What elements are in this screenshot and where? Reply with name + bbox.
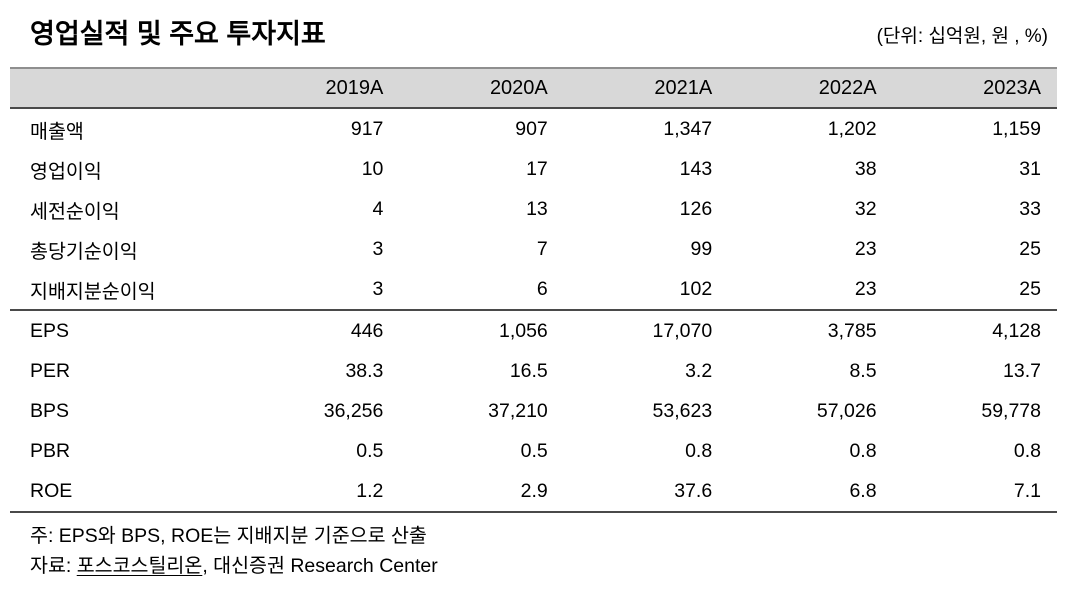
cell-value: 7 <box>536 237 548 260</box>
column-header-2022A: 2022A <box>728 67 893 109</box>
row-label: PBR <box>30 439 71 462</box>
cell-value: 0.8 <box>849 439 877 462</box>
source-suffix: , 대신증권 Research Center <box>202 555 438 577</box>
column-header-2023A: 2023A <box>892 67 1057 109</box>
table-row-매출액: 매출액 917 907 1,347 1,202 1,159 <box>10 108 1057 149</box>
table-row-ROE: ROE 1.2 2.9 37.6 6.8 7.1 <box>10 471 1057 512</box>
table-row-BPS: BPS 36,256 37,210 53,623 57,026 59,778 <box>10 391 1057 431</box>
cell-value: 1,202 <box>827 117 877 140</box>
cell-value: 38.3 <box>345 359 384 382</box>
footnotes: 주: EPS와 BPS, ROE는 지배지분 기준으로 산출 자료: 포스코스틸… <box>30 521 1069 581</box>
cell-value: 36,256 <box>323 399 384 422</box>
cell-value: 143 <box>679 157 713 180</box>
cell-value: 0.8 <box>1013 439 1041 462</box>
row-label: 세전순이익 <box>30 200 120 223</box>
cell-value: 31 <box>1019 157 1041 180</box>
cell-value: 3,785 <box>728 309 893 351</box>
source-prefix: 자료: <box>30 555 77 577</box>
table-row-세전순이익: 세전순이익 4 13 126 32 33 <box>10 189 1057 229</box>
cell-value: 6 <box>536 277 548 300</box>
row-label: PER <box>30 359 71 382</box>
cell-value: 917 <box>350 117 384 140</box>
table-row-총당기순이익: 총당기순이익 3 7 99 23 25 <box>10 229 1057 269</box>
cell-value: 2.9 <box>520 479 548 502</box>
cell-value: 446 <box>235 309 400 351</box>
cell-value: 0.8 <box>685 439 713 462</box>
cell-value: 17 <box>526 157 548 180</box>
column-header-2020A: 2020A <box>399 67 564 109</box>
cell-value: 3.2 <box>685 359 713 382</box>
cell-value: 10 <box>361 157 384 180</box>
row-label: 영업이익 <box>30 160 102 183</box>
source-company: 포스코스틸리온 <box>76 555 203 577</box>
table-row-영업이익: 영업이익 10 17 143 38 31 <box>10 149 1057 189</box>
cell-value: 0.5 <box>520 439 548 462</box>
column-header-2021A: 2021A <box>563 67 729 109</box>
footnote-note: 주: EPS와 BPS, ROE는 지배지분 기준으로 산출 <box>30 525 427 547</box>
cell-value: 57,026 <box>816 399 877 422</box>
cell-value: 53,623 <box>652 399 713 422</box>
page-title: 영업실적 및 주요 투자지표 <box>30 19 326 49</box>
cell-value: 32 <box>854 197 877 220</box>
row-label: 매출액 <box>30 120 84 143</box>
cell-value: 8.5 <box>849 359 877 382</box>
cell-value: 13.7 <box>1003 359 1041 382</box>
cell-value: 1.2 <box>356 479 384 502</box>
row-label: 지배지분순이익 <box>30 280 156 303</box>
cell-value: 38 <box>854 157 877 180</box>
cell-value: 13 <box>526 197 548 220</box>
cell-value: 37,210 <box>488 399 548 422</box>
financial-table: 2019A 2020A 2021A 2022A 2023A 매출액 917 907 1,347… <box>10 67 1057 513</box>
cell-value: 4 <box>372 197 384 220</box>
footnote-source: 자료: 포스코스틸리온, 대신증권 Research Center <box>30 551 1069 581</box>
table-header: 2019A 2020A 2021A 2022A 2023A <box>10 67 1057 109</box>
table-row-PER: PER 38.3 16.5 3.2 8.5 13.7 <box>10 351 1057 391</box>
cell-value: 33 <box>1019 197 1041 220</box>
cell-value: 23 <box>854 277 877 300</box>
cell-value: 25 <box>1019 277 1041 300</box>
cell-value: 1,347 <box>663 117 713 140</box>
unit-note: (단위: 십억원, 원 , %) <box>876 26 1048 47</box>
row-label: ROE <box>30 479 73 502</box>
cell-value: 7.1 <box>1013 479 1041 502</box>
cell-value: 126 <box>679 197 713 220</box>
row-label: 총당기순이익 <box>30 240 138 263</box>
cell-value: 25 <box>1019 237 1041 260</box>
cell-value: 3 <box>372 237 384 260</box>
cell-value: 6.8 <box>849 479 877 502</box>
cell-value: 0.5 <box>356 439 384 462</box>
table-row-EPS: EPS 446 1,056 17,070 3,785 4,128 <box>10 309 1057 351</box>
cell-value: 3 <box>372 277 384 300</box>
cell-value: 23 <box>854 237 877 260</box>
cell-value: 1,056 <box>399 309 564 351</box>
cell-value: 37.6 <box>674 479 713 502</box>
table-body: 매출액 917 907 1,347 1,202 1,159 영업이익 10 17 143 38 31 세… <box>10 108 1057 512</box>
row-label: EPS <box>10 309 235 351</box>
cell-value: 907 <box>515 117 548 140</box>
table-row-PBR: PBR 0.5 0.5 0.8 0.8 0.8 <box>10 431 1057 471</box>
row-label: BPS <box>30 399 70 422</box>
column-header-2019A: 2019A <box>235 67 400 109</box>
title-bar: 영업실적 및 주요 투자지표 (단위: 십억원, 원 , %) <box>30 12 1048 51</box>
corner-cell <box>10 67 235 109</box>
table-row-지배지분순이익: 지배지분순이익 3 6 102 23 25 <box>10 269 1057 310</box>
cell-value: 1,159 <box>992 117 1041 140</box>
cell-value: 16.5 <box>509 359 548 382</box>
cell-value: 102 <box>679 277 713 300</box>
cell-value: 59,778 <box>981 399 1041 422</box>
header-row: 2019A 2020A 2021A 2022A 2023A <box>10 67 1057 109</box>
cell-value: 17,070 <box>563 309 729 351</box>
cell-value: 99 <box>690 237 713 260</box>
cell-value: 4,128 <box>892 309 1057 351</box>
